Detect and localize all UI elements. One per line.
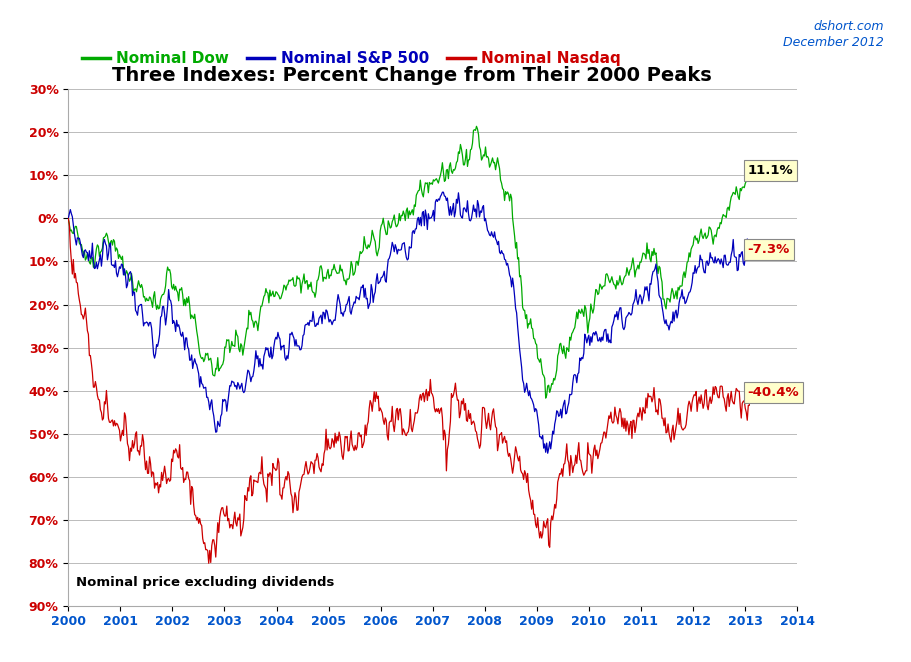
Text: 11.1%: 11.1%	[748, 164, 793, 177]
Text: -40.4%: -40.4%	[748, 386, 799, 399]
Text: -7.3%: -7.3%	[748, 244, 790, 256]
Text: Nominal price excluding dividends: Nominal price excluding dividends	[77, 575, 334, 589]
Text: dshort.com: dshort.com	[814, 20, 884, 33]
Text: Three Indexes: Percent Change from Their 2000 Peaks: Three Indexes: Percent Change from Their…	[112, 66, 711, 85]
Legend: Nominal Dow, Nominal S&P 500, Nominal Nasdaq: Nominal Dow, Nominal S&P 500, Nominal Na…	[76, 46, 627, 73]
Text: December 2012: December 2012	[783, 36, 884, 50]
